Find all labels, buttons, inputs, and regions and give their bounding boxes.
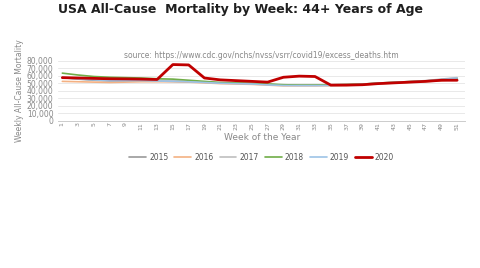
Title: source: https://www.cdc.gov/nchs/nvss/vsrr/covid19/excess_deaths.htm: source: https://www.cdc.gov/nchs/nvss/vs… [124,51,399,60]
2015 [60,76,65,79]
2018 [146,77,152,80]
2018 [328,83,334,87]
2020 [60,76,65,79]
2017 [328,83,334,87]
2018 [178,78,184,81]
2019 [351,83,357,86]
2015 [328,83,334,87]
2018 [351,83,357,86]
2020 [328,84,334,87]
2020 [193,70,199,73]
X-axis label: Week of the Year: Week of the Year [224,133,300,142]
2019 [446,77,452,80]
2018 [296,84,302,87]
2017 [186,80,192,83]
2019 [60,76,65,79]
2015 [186,80,192,83]
2020 [454,79,460,82]
2015 [454,77,460,80]
2019 [186,80,192,83]
2015 [146,79,152,83]
Line: 2016: 2016 [62,80,457,86]
Line: 2017: 2017 [62,78,457,85]
2016 [280,84,286,87]
2020 [360,83,365,86]
2020 [146,78,152,81]
2019 [146,79,152,83]
2020 [170,63,176,66]
2016 [454,78,460,81]
2016 [146,80,152,83]
2020 [336,84,342,87]
2019 [454,76,460,80]
2015 [351,83,357,86]
Text: USA All-Cause  Mortality by Week: 44+ Years of Age: USA All-Cause Mortality by Week: 44+ Yea… [58,3,422,16]
2016 [186,80,192,84]
2016 [351,84,357,87]
2015 [280,84,286,87]
Line: 2015: 2015 [62,78,457,85]
2016 [178,80,184,84]
2015 [178,80,184,83]
2019 [328,84,334,87]
2017 [351,83,357,86]
Line: 2019: 2019 [62,78,457,86]
2017 [146,79,152,82]
2017 [280,84,286,87]
2018 [186,79,192,82]
Y-axis label: Weekly All-Cause Mortality: Weekly All-Cause Mortality [15,39,24,142]
2019 [178,80,184,83]
2016 [328,84,334,87]
2017 [446,77,452,80]
2016 [60,80,65,83]
2017 [454,76,460,79]
2016 [446,79,452,82]
2018 [446,78,452,81]
2015 [446,78,452,81]
2019 [296,84,302,87]
Legend: 2015, 2016, 2017, 2018, 2019, 2020: 2015, 2016, 2017, 2018, 2019, 2020 [126,150,397,165]
Line: 2020: 2020 [62,65,457,85]
2017 [178,79,184,83]
2018 [454,77,460,80]
2020 [446,79,452,82]
2018 [60,72,65,75]
2017 [60,76,65,79]
Line: 2018: 2018 [62,73,457,85]
2020 [186,63,192,66]
